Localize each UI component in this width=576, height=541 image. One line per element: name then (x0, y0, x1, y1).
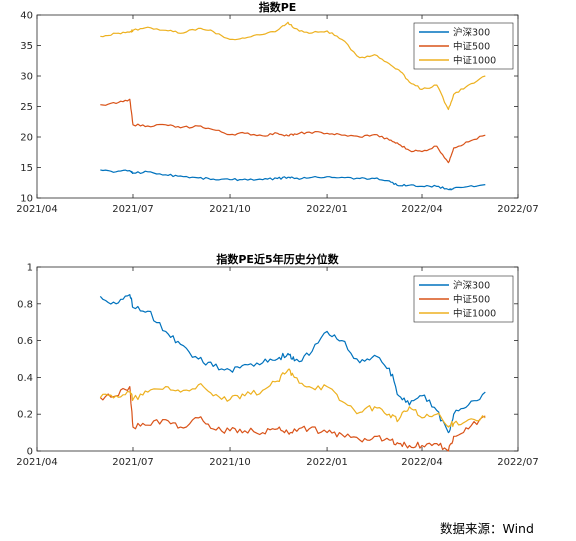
plot-area-frame (36, 266, 519, 452)
x-tick-label: 2022/07 (497, 204, 539, 215)
chart-panel-1: 指数PE 10 15 20 25 30 35 40 2021/04 2021/07 2021/10 2… (16, 0, 539, 215)
y-tick-label: 1 (27, 263, 33, 274)
series-line-1 (99, 294, 486, 434)
legend-entry-3: 中证1000 (453, 55, 496, 67)
y-tick-label: 0.2 (17, 410, 33, 421)
legend-entry-3: 中证1000 (453, 308, 496, 320)
y-tick-label: 0 (27, 447, 33, 458)
chart-title: 指数PE (259, 0, 297, 14)
x-tick-label: 2021/04 (16, 204, 58, 215)
x-tick-label: 2021/07 (112, 204, 154, 215)
x-tick-label: 2021/04 (16, 457, 58, 468)
y-tick-label: 0.8 (17, 299, 33, 310)
x-tick-label: 2021/10 (209, 457, 251, 468)
series-line-2 (100, 98, 486, 164)
x-tick-label: 2021/07 (112, 457, 154, 468)
series-line-3 (100, 21, 486, 111)
y-tick-label: 0.6 (17, 336, 33, 347)
x-tick-label: 2022/01 (306, 204, 348, 215)
x-tick-label: 2022/04 (401, 457, 443, 468)
legend: 沪深300 中证500 中证1000 (413, 22, 514, 70)
y-tick-label: 30 (20, 72, 33, 83)
y-tick-label: 15 (20, 163, 33, 174)
x-tick-label: 2022/01 (306, 457, 348, 468)
y-tick-label: 0.4 (17, 373, 33, 384)
chart-panel-2: 指数PE近5年历史分位数 0 0.2 0.4 0.6 0.8 1 2021/04 2021/07… (16, 252, 539, 468)
series-line-1 (100, 169, 486, 191)
y-tick-label: 40 (20, 11, 33, 22)
legend-entry-1: 沪深300 (453, 27, 490, 39)
legend: 沪深300 中证500 中证1000 (413, 275, 514, 323)
y-tick-label: 20 (20, 133, 33, 144)
series-line-2 (99, 386, 486, 452)
legend-entry-2: 中证500 (453, 41, 490, 53)
source-note: 数据来源：Wind (440, 521, 534, 536)
y-tick-label: 25 (20, 102, 33, 113)
x-tick-label: 2021/10 (209, 204, 251, 215)
legend-entry-2: 中证500 (453, 294, 490, 306)
x-tick-label: 2022/07 (497, 457, 539, 468)
y-tick-label: 35 (20, 41, 33, 52)
series-line-3 (99, 368, 486, 428)
x-tick-label: 2022/04 (401, 204, 443, 215)
chart-title: 指数PE近5年历史分位数 (216, 252, 339, 266)
legend-entry-1: 沪深300 (453, 280, 490, 292)
y-tick-label: 10 (20, 194, 33, 205)
